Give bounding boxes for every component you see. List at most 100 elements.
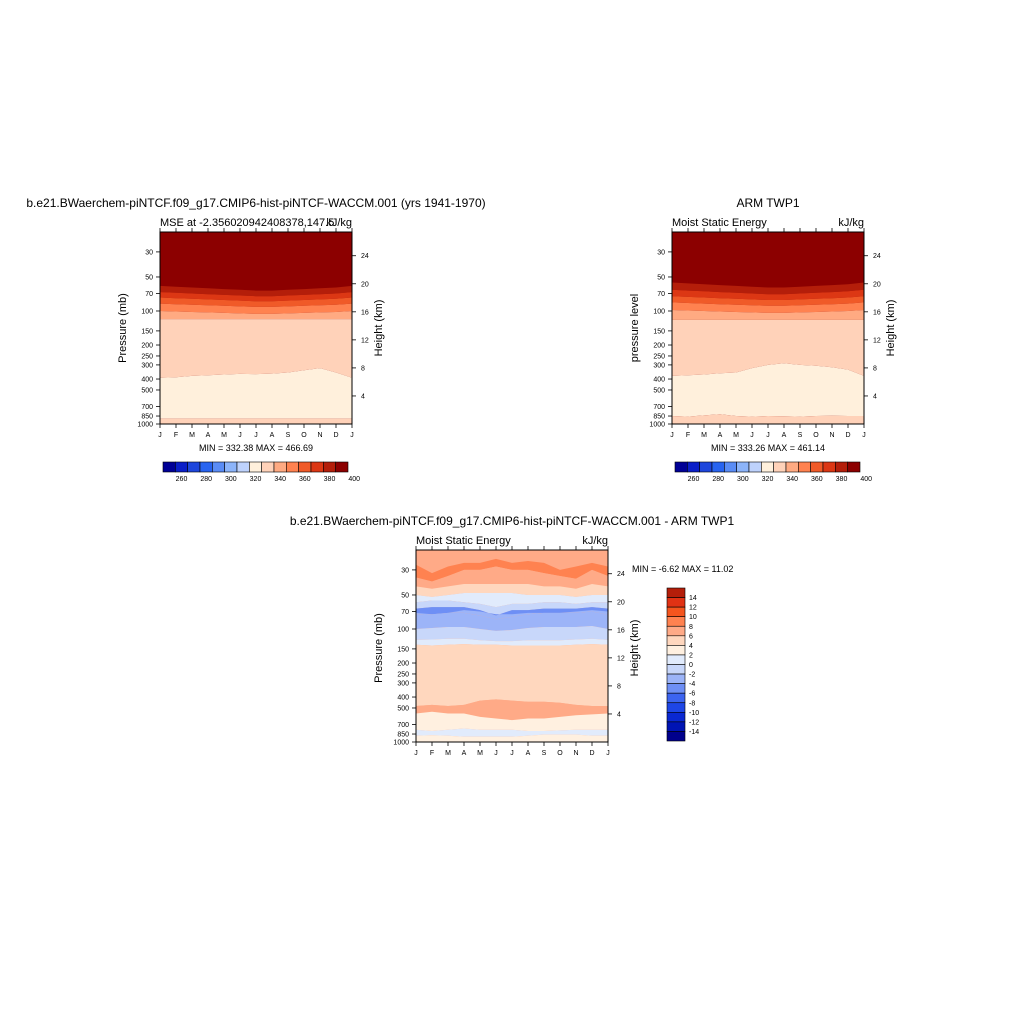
obs-month-label: M: [733, 432, 739, 439]
model-ptick-label: 400: [141, 377, 153, 384]
obs-month-label: A: [782, 432, 787, 439]
model-colorbar-label: 320: [250, 476, 262, 483]
obs-ptick-label: 300: [653, 362, 665, 369]
model-ptick-label: 250: [141, 353, 153, 360]
model-y2label: Height (km): [373, 300, 385, 357]
obs-colorbar-swatch: [674, 461, 688, 473]
model-htick-label: 8: [361, 365, 365, 372]
diff-colorbar-label: -2: [689, 672, 695, 679]
model-month-label: J: [238, 432, 242, 439]
model-colorbar-label: 280: [200, 476, 212, 483]
diff-ptick-label: 200: [397, 661, 409, 668]
diff-colorbar: 14 12 10 8 6 4 2 0 -2 -4 -6 -8 -10 -12 -14: [666, 587, 699, 742]
model-colorbar-swatch: [212, 461, 225, 473]
diff-htick-label: 20: [617, 599, 625, 606]
obs-ptick-label: 700: [653, 404, 665, 411]
model-colorbar-swatch: [162, 461, 176, 473]
model-colorbar-swatch: [187, 461, 201, 473]
obs-colorbar-swatch: [736, 461, 750, 473]
diff-band-2: [416, 566, 608, 589]
diff-ptick-label: 400: [397, 695, 409, 702]
diff-band-1: [416, 558, 608, 582]
diff-colorbar-swatch: [666, 606, 686, 617]
model-month-label: A: [270, 432, 275, 439]
model-htick-label: 12: [361, 337, 369, 344]
diff-htick-label: 16: [617, 627, 625, 634]
diff-title: b.e21.BWaerchem-piNTCF.f09_g17.CMIP6-his…: [290, 514, 735, 528]
diff-colorbar-label: 2: [689, 652, 693, 659]
diff-month-label: D: [589, 750, 594, 757]
model-month-label: S: [286, 432, 291, 439]
obs-band-7: [672, 363, 864, 417]
obs-colorbar-label: 260: [688, 476, 700, 483]
diff-colorbar-swatch: [666, 664, 686, 675]
model-band-1: [160, 285, 352, 297]
model-month-label: J: [158, 432, 162, 439]
obs-htick-label: 12: [873, 337, 881, 344]
obs-colorbar-swatch: [822, 461, 836, 473]
obs-band-4: [672, 302, 864, 313]
diff-colorbar-label: 0: [689, 662, 693, 669]
model-colorbar-swatch: [175, 461, 188, 473]
model-title: b.e21.BWaerchem-piNTCF.f09_g17.CMIP6-his…: [26, 196, 485, 210]
model-colorbar-label: 380: [324, 476, 336, 483]
obs-title: ARM TWP1: [736, 196, 799, 210]
obs-ptick-label: 850: [653, 414, 665, 421]
obs-ptick-label: 250: [653, 353, 665, 360]
obs-month-label: J: [862, 432, 866, 439]
obs-ptick-label: 50: [657, 274, 665, 281]
obs-htick-label: 20: [873, 281, 881, 288]
model-ptick-label: 150: [141, 328, 153, 335]
obs-month-label: M: [701, 432, 707, 439]
diff-colorbar-swatch: [666, 597, 686, 608]
model-ylabel: Pressure (mb): [117, 293, 129, 363]
obs-colorbar-swatch: [761, 461, 774, 473]
obs-ptick-label: 150: [653, 328, 665, 335]
diff-month-label: A: [462, 750, 467, 757]
diff-ptick-label: 250: [397, 671, 409, 678]
diff-band-11: [416, 644, 608, 706]
obs-colorbar-label: 340: [786, 476, 798, 483]
diff-month-label: N: [573, 750, 578, 757]
obs-colorbar-swatch: [711, 461, 725, 473]
diff-band-8: [416, 611, 608, 631]
diff-ptick-label: 700: [397, 722, 409, 729]
model-ptick-label: 300: [141, 362, 153, 369]
obs-month-label: A: [718, 432, 723, 439]
obs-ptick-label: 100: [653, 308, 665, 315]
diff-colorbar-label: 12: [689, 605, 697, 612]
diff-colorbar-swatch: [666, 673, 686, 684]
obs-colorbar-swatch: [785, 461, 799, 473]
diff-band-7: [416, 607, 608, 616]
obs-colorbar-label: 280: [712, 476, 724, 483]
obs-ptick-label: 400: [653, 377, 665, 384]
diff-band-12: [416, 699, 608, 721]
obs-colorbar-swatch: [835, 461, 848, 473]
obs-colorbar-swatch: [798, 461, 811, 473]
diff-month-label: S: [542, 750, 547, 757]
diff-colorbar-label: -14: [689, 729, 699, 736]
diff-colorbar-swatch: [666, 683, 686, 694]
obs-band-8: [672, 414, 864, 424]
diff-colorbar-swatch: [666, 625, 686, 637]
obs-month-label: O: [813, 432, 819, 439]
diff-colorbar-label: 4: [689, 643, 693, 650]
diff-colorbar-swatch: [666, 721, 686, 732]
model-band-7: [160, 368, 352, 419]
obs-band-0: [672, 232, 864, 288]
obs-ptick-label: 1000: [649, 422, 665, 429]
model-band-3: [160, 297, 352, 307]
model-htick-label: 24: [361, 253, 369, 260]
diff-band-15: [416, 734, 608, 742]
diff-htick-label: 4: [617, 711, 621, 718]
model-band-6: [160, 319, 352, 378]
model-ptick-label: 500: [141, 387, 153, 394]
diff-htick-label: 8: [617, 683, 621, 690]
diff-colorbar-swatch: [666, 692, 686, 704]
diff-colorbar-label: 14: [689, 595, 697, 602]
diff-ptick-label: 1000: [393, 740, 409, 747]
obs-units-label: kJ/kg: [838, 217, 864, 229]
obs-htick-label: 4: [873, 393, 877, 400]
